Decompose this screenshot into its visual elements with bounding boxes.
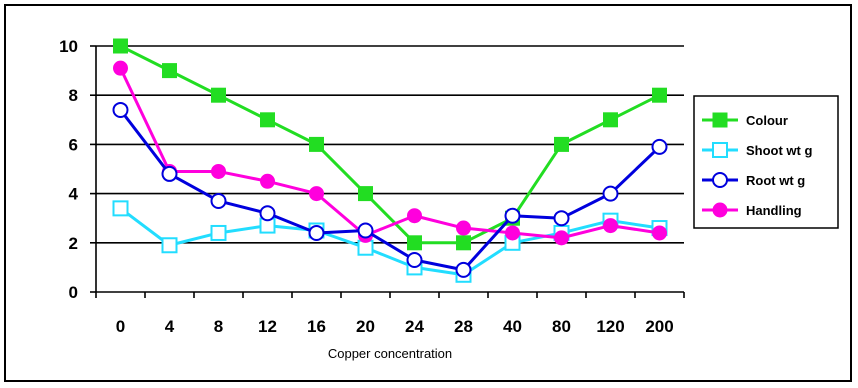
legend-marker xyxy=(712,112,728,128)
legend-label: Root wt g xyxy=(746,173,805,188)
y-tick-label: 10 xyxy=(59,37,78,56)
legend-item-handling: Handling xyxy=(702,202,802,218)
legend-label: Shoot wt g xyxy=(746,143,812,158)
data-point-root-wt-g xyxy=(504,207,521,224)
data-point-shoot-wt-g xyxy=(161,237,178,254)
legend-item-root-wt-g: Root wt g xyxy=(702,172,805,188)
data-point-root-wt-g xyxy=(553,210,570,227)
data-point-colour xyxy=(407,235,422,251)
data-point-root-wt-g xyxy=(651,138,668,155)
x-tick-label: 0 xyxy=(116,317,125,336)
data-point-colour xyxy=(162,63,177,79)
legend-marker xyxy=(712,142,728,158)
data-point-handling xyxy=(407,208,422,224)
data-point-colour xyxy=(456,235,471,251)
series-layer xyxy=(112,38,668,283)
data-point-root-wt-g xyxy=(308,224,325,241)
data-point-shoot-wt-g xyxy=(210,224,227,241)
data-point-root-wt-g xyxy=(210,192,227,209)
data-point-root-wt-g xyxy=(602,185,619,202)
series-root-wt-g xyxy=(112,101,668,278)
x-tick-label: 40 xyxy=(503,317,522,336)
data-point-handling xyxy=(554,230,569,246)
data-point-colour xyxy=(652,87,667,103)
data-point-colour xyxy=(554,136,569,152)
data-point-root-wt-g xyxy=(406,252,423,269)
data-point-handling xyxy=(652,225,667,241)
data-point-shoot-wt-g xyxy=(112,200,129,217)
data-point-colour xyxy=(113,38,128,54)
legend-marker xyxy=(712,202,728,218)
legend-label: Colour xyxy=(746,113,788,128)
x-axis-title: Copper concentration xyxy=(328,346,452,361)
legend-item-colour: Colour xyxy=(702,112,788,128)
x-tick-label: 28 xyxy=(454,317,473,336)
grid-layer xyxy=(96,45,684,244)
data-point-root-wt-g xyxy=(455,261,472,278)
series-line-handling xyxy=(119,67,660,240)
data-point-handling xyxy=(309,186,324,202)
x-tick-label: 24 xyxy=(405,317,424,336)
data-point-root-wt-g xyxy=(357,222,374,239)
data-point-colour xyxy=(211,87,226,103)
x-tick-label: 20 xyxy=(356,317,375,336)
data-point-handling xyxy=(603,218,618,234)
data-point-handling xyxy=(260,173,275,189)
data-point-colour xyxy=(358,186,373,202)
legend-layer: Colour Shoot wt g Root wt g Handling xyxy=(693,95,839,229)
x-tick-label: 4 xyxy=(165,317,175,336)
y-tick-label: 8 xyxy=(69,86,78,105)
data-point-handling xyxy=(456,220,471,236)
data-point-colour xyxy=(260,112,275,128)
x-tick-label: 16 xyxy=(307,317,326,336)
data-point-handling xyxy=(505,225,520,241)
y-tick-label: 4 xyxy=(69,185,79,204)
series-line-root-wt-g xyxy=(119,109,661,272)
x-tick-label: 8 xyxy=(214,317,223,336)
series-handling xyxy=(113,60,667,246)
legend-marker xyxy=(712,172,728,188)
y-tick-label: 0 xyxy=(69,283,78,302)
data-point-root-wt-g xyxy=(112,101,129,118)
x-tick-label: 12 xyxy=(258,317,277,336)
legend-item-shoot-wt-g: Shoot wt g xyxy=(702,142,812,158)
y-tick-label: 6 xyxy=(69,135,78,154)
data-point-handling xyxy=(113,60,128,76)
series-line-colour xyxy=(119,44,661,245)
data-point-handling xyxy=(211,163,226,179)
data-point-root-wt-g xyxy=(161,165,178,182)
legend-label: Handling xyxy=(746,203,802,218)
data-point-colour xyxy=(309,136,324,152)
data-point-colour xyxy=(603,112,618,128)
series-shoot-wt-g xyxy=(112,200,668,283)
x-tick-label: 120 xyxy=(596,317,624,336)
series-line-shoot-wt-g xyxy=(119,207,660,277)
x-tick-label: 200 xyxy=(645,317,673,336)
x-tick-label: 80 xyxy=(552,317,571,336)
data-point-root-wt-g xyxy=(259,205,276,222)
axes-layer xyxy=(90,45,685,298)
y-tick-label: 2 xyxy=(69,234,78,253)
